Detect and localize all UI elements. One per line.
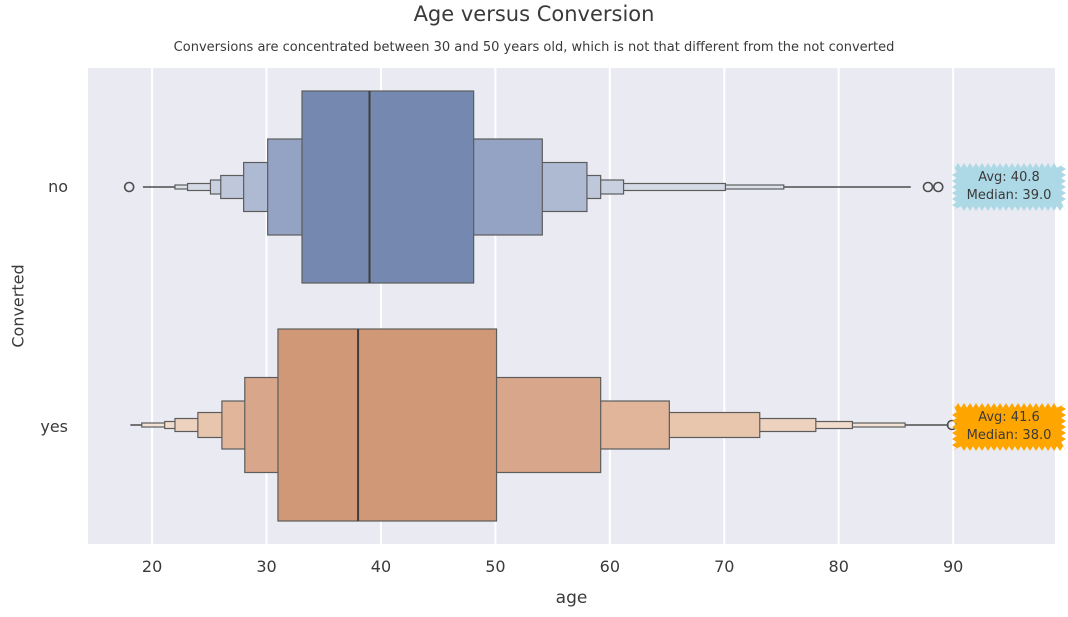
xtick-label: 70 (714, 557, 735, 576)
chart-subtitle: Conversions are concentrated between 30 … (173, 40, 895, 55)
outlier-dot (123, 181, 135, 193)
annotation-no-avg: Avg: 40.8 (978, 170, 1040, 186)
boxen-level-rect (277, 328, 498, 522)
annotation-no: Avg: 40.8 Median: 39.0 (952, 163, 1066, 211)
outlier-dot (922, 181, 934, 193)
boxen-level-rect (301, 90, 475, 284)
annotation-yes: Avg: 41.6 Median: 38.0 (952, 403, 1066, 451)
ytick-label-no: no (48, 177, 68, 196)
boxenplot-canvas (123, 68, 958, 544)
annotation-no-median: Median: 39.0 (966, 188, 1052, 203)
annotation-yes-avg: Avg: 41.6 (978, 410, 1040, 426)
xtick-label: 60 (599, 557, 620, 576)
annotation-yes-median: Median: 38.0 (966, 428, 1052, 443)
xtick-label: 40 (370, 557, 392, 576)
outlier-dot (932, 181, 944, 193)
xtick-label: 80 (828, 557, 849, 576)
x-axis-ticks: 20 30 40 50 60 70 80 90 (0, 557, 1068, 579)
plot-area (88, 68, 1055, 544)
xtick-label: 90 (942, 557, 964, 576)
y-axis-label: Converted (8, 264, 28, 348)
x-axis-label: age (555, 588, 588, 608)
xtick-label: 20 (141, 557, 163, 576)
ytick-label-yes: yes (40, 417, 68, 436)
chart-title: Age versus Conversion (413, 2, 655, 26)
xtick-label: 50 (485, 557, 506, 576)
xtick-label: 30 (256, 557, 277, 576)
